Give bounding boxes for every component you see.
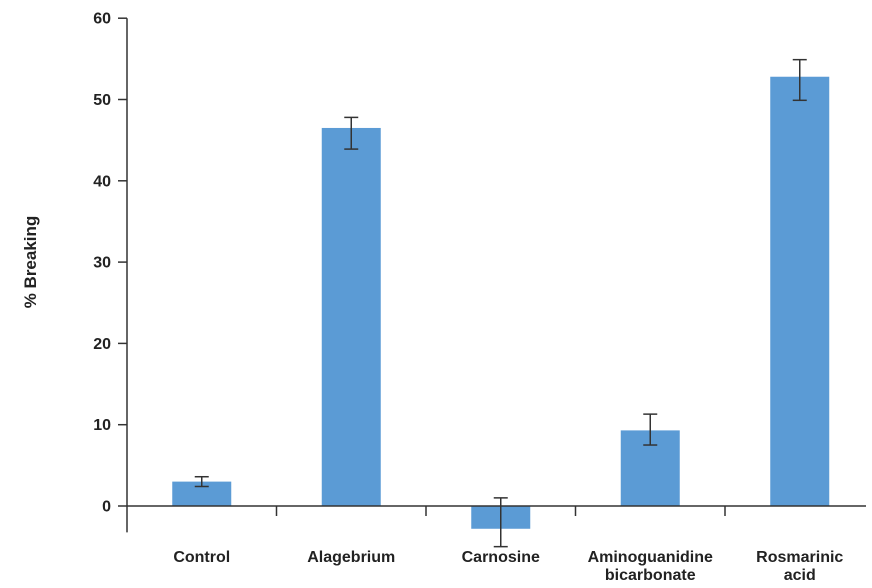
- bar: [321, 127, 381, 506]
- y-axis: 0 10 20 30 40 50 60: [93, 11, 128, 533]
- x-category-label: Rosmarinic acid: [756, 549, 843, 584]
- x-axis-labels: Control Alagebrium Carnosine Aminoguanidine…: [173, 549, 843, 584]
- error-bar: [194, 475, 209, 488]
- y-tick-label: 0: [102, 499, 111, 516]
- y-tick-label: 30: [93, 255, 111, 272]
- y-tick-label: 40: [93, 173, 111, 190]
- x-axis: [127, 505, 866, 516]
- x-category-label: Aminoguanidine bicarbonate: [588, 549, 713, 584]
- y-tick-label: 10: [93, 417, 111, 434]
- x-category-label: Alagebrium: [307, 549, 395, 566]
- x-category-label: Control: [173, 549, 230, 566]
- y-axis-title: % Breaking: [21, 216, 40, 309]
- bar: [770, 76, 830, 507]
- bars: [172, 76, 830, 529]
- error-bar: [643, 413, 658, 446]
- error-bar: [792, 58, 807, 102]
- y-tick-label: 50: [93, 92, 111, 109]
- x-category-label: Carnosine: [462, 549, 540, 566]
- error-bars: [194, 58, 807, 548]
- y-tick-label: 20: [93, 336, 111, 353]
- error-bar: [344, 116, 359, 150]
- y-tick-label: 60: [93, 11, 111, 28]
- y-axis-title-group: % Breaking: [21, 216, 40, 309]
